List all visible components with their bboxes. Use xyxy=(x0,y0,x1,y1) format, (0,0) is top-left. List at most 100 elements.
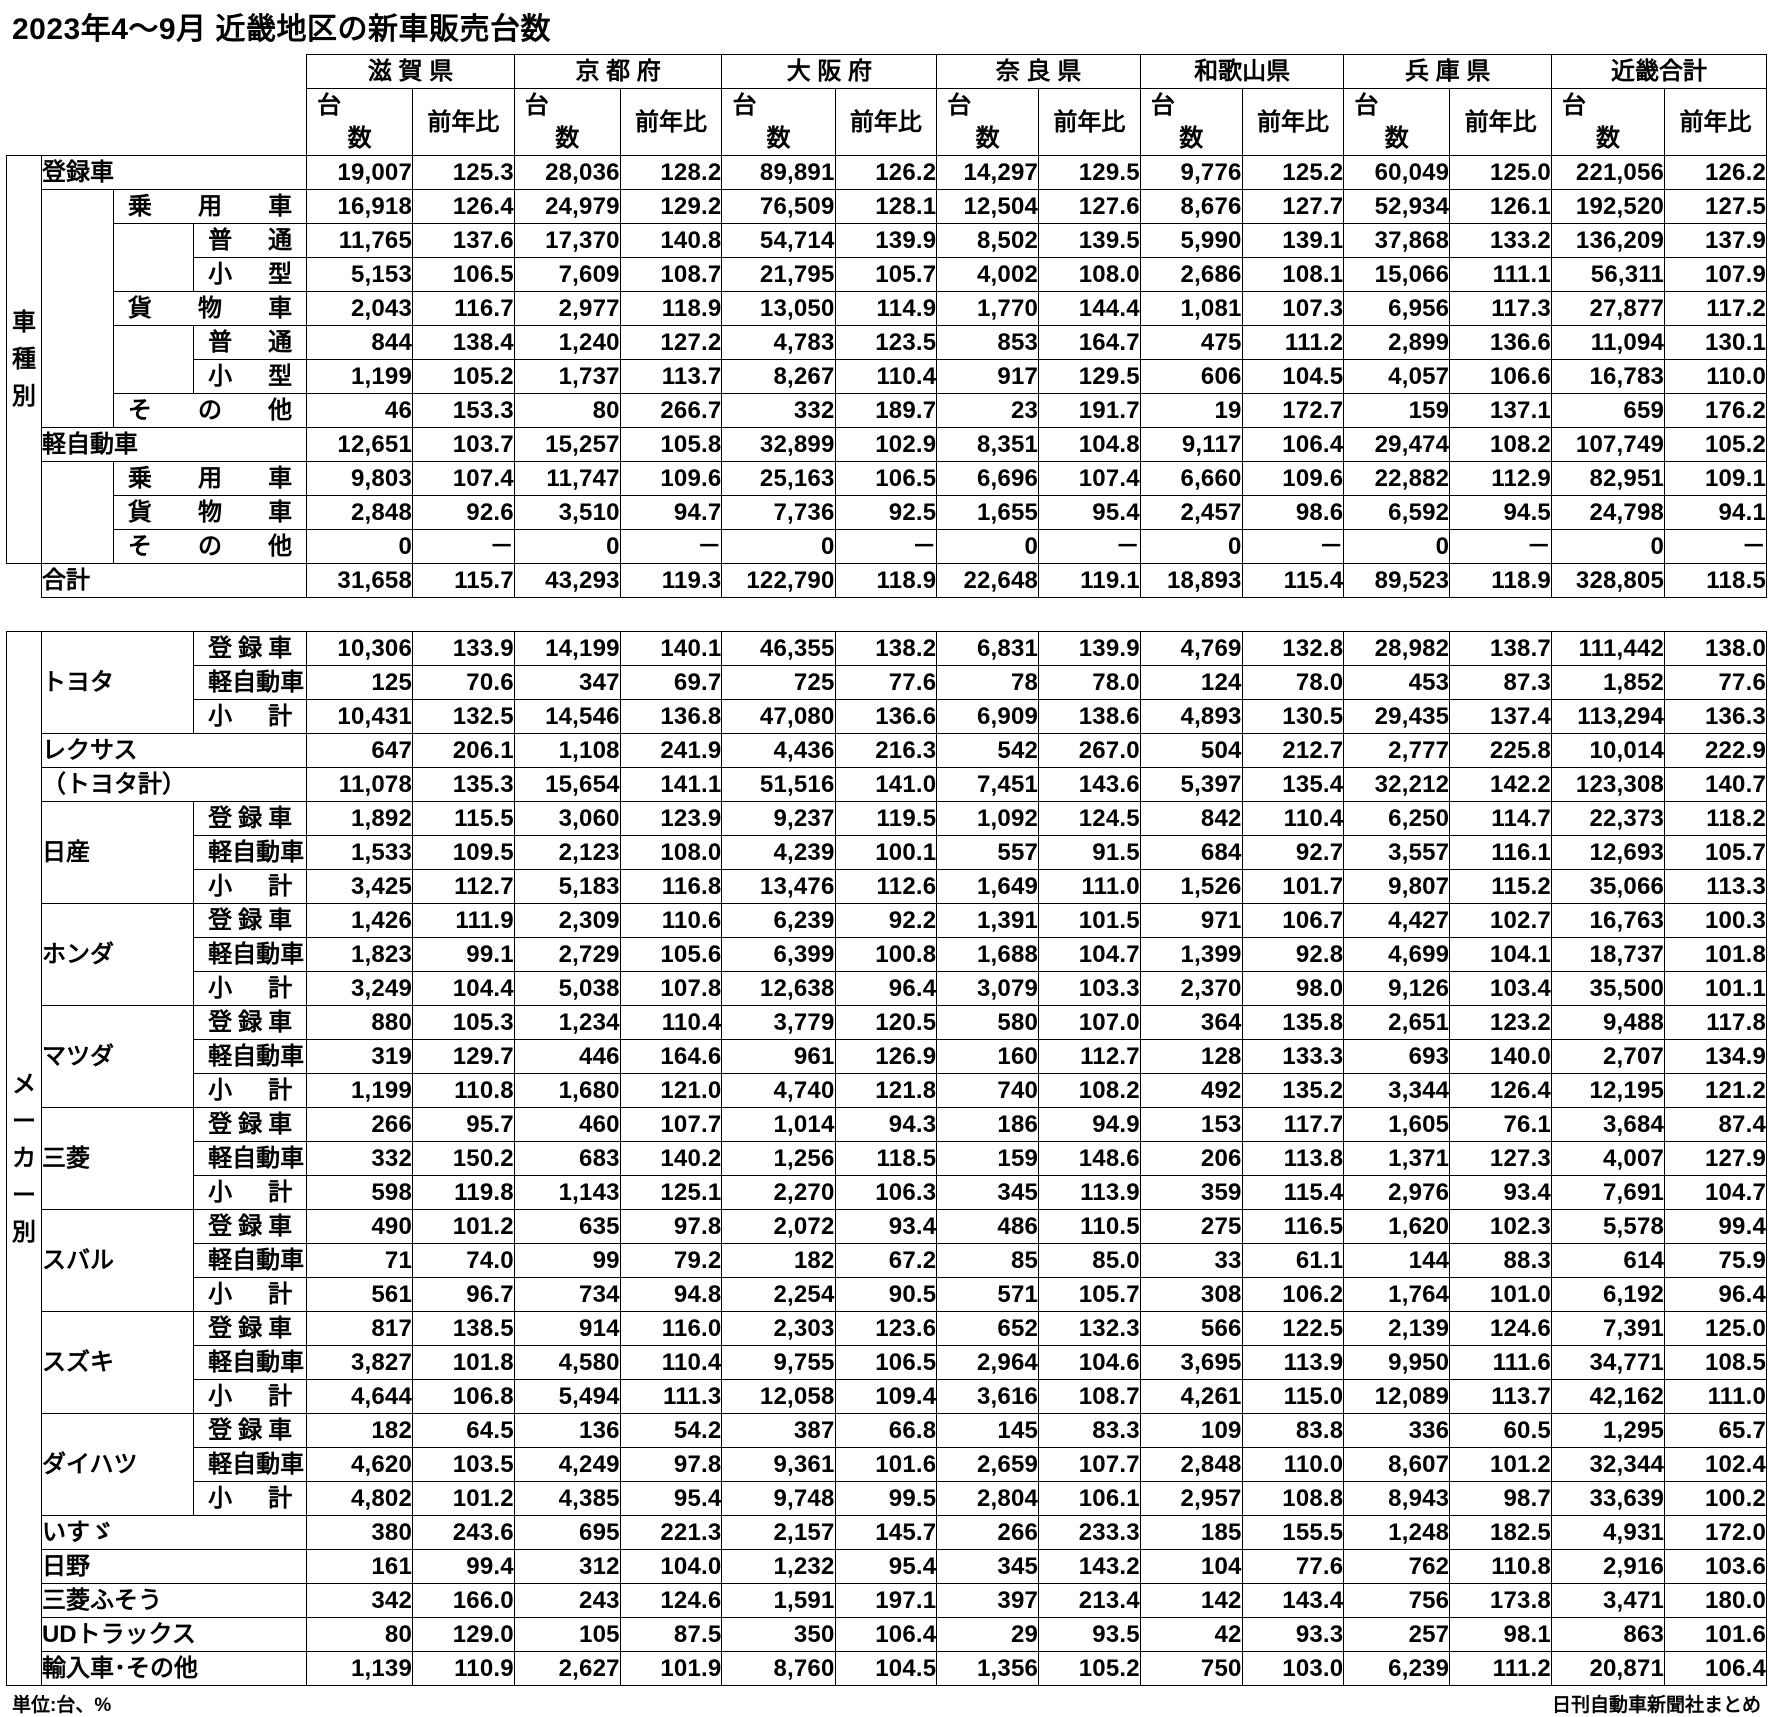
cell-ratio: 133.3 xyxy=(1241,1039,1345,1074)
cell-count: 4,802 xyxy=(306,1481,414,1516)
cell-count: 4,057 xyxy=(1343,359,1451,394)
cell-count: 740 xyxy=(936,1073,1040,1108)
cell-count: 10,306 xyxy=(306,631,414,666)
table-row: その他 0 － 0 － 0 － 0 － 0 － 0 － 0 － xyxy=(7,529,1767,564)
cell-count: 336 xyxy=(1343,1413,1451,1448)
cell-ratio: 101.8 xyxy=(1664,937,1767,972)
cell-ratio: 83.8 xyxy=(1241,1413,1345,1448)
cell-count: 6,909 xyxy=(936,699,1040,734)
cell-ratio: 112.7 xyxy=(1038,1039,1141,1074)
cell-ratio: 216.3 xyxy=(834,733,938,768)
row-label-spacer xyxy=(40,189,114,224)
cell-ratio: 134.9 xyxy=(1664,1039,1767,1074)
cell-count: 308 xyxy=(1139,1277,1243,1312)
table-row: スズキ登録車 817 138.5 914 116.0 2,303 123.6 652 132.3… xyxy=(7,1311,1767,1414)
cell-count: 8,676 xyxy=(1139,189,1243,224)
cell-count: 28,982 xyxy=(1343,631,1451,666)
cell-ratio: 106.2 xyxy=(1241,1277,1345,1312)
cell-count: 2,659 xyxy=(936,1447,1040,1482)
cell-ratio: 143.6 xyxy=(1038,767,1141,802)
maker-name: 三菱 xyxy=(40,1107,195,1210)
cell-count: 1,737 xyxy=(513,359,621,394)
cell-count: 20,871 xyxy=(1550,1651,1666,1686)
cell-ratio: 103.4 xyxy=(1449,971,1552,1006)
cell-count: 182 xyxy=(306,1413,414,1448)
cell-ratio: 144.4 xyxy=(1038,291,1141,326)
cell-ratio: 108.2 xyxy=(1038,1073,1141,1108)
cell-count: 4,620 xyxy=(306,1447,414,1482)
cell-count: 312 xyxy=(513,1549,621,1584)
cell-ratio: 108.7 xyxy=(619,257,723,292)
cell-count: 11,747 xyxy=(513,461,621,496)
cell-ratio: 104.7 xyxy=(1664,1175,1767,1210)
cell-count: 332 xyxy=(721,393,836,428)
cell-ratio: 106.8 xyxy=(412,1379,515,1414)
cell-ratio: 121.0 xyxy=(619,1073,723,1108)
table-row: 軽自動車 125 70.6 347 69.7 725 77.6 78 78.0 124 78.0 45… xyxy=(7,665,1767,700)
row-label-level3: 普通 xyxy=(193,223,308,258)
cell-ratio: 101.5 xyxy=(1038,903,1141,938)
cell-ratio: － xyxy=(619,529,723,564)
cell-count: 11,078 xyxy=(306,767,414,802)
cell-count: 32,212 xyxy=(1343,767,1451,802)
maker-subrow-label: 軽自動車 xyxy=(193,1345,308,1380)
cell-ratio: 136.6 xyxy=(834,699,938,734)
cell-count: 9,488 xyxy=(1550,1005,1666,1040)
row-label-level3: 小型 xyxy=(193,257,308,292)
cell-ratio: 101.6 xyxy=(834,1447,938,1482)
table-row: 小計 3,425 112.7 5,183 116.8 13,476 112.6 1,649 11… xyxy=(7,869,1767,904)
cell-ratio: 110.4 xyxy=(619,1005,723,1040)
cell-ratio: 105.8 xyxy=(619,427,723,462)
cell-count: 161 xyxy=(306,1549,414,1584)
section-gap xyxy=(6,597,1767,632)
cell-count: 12,058 xyxy=(721,1379,836,1414)
cell-count: 89,523 xyxy=(1343,563,1451,598)
cell-count: 1,199 xyxy=(306,1073,414,1108)
cell-ratio: － xyxy=(834,529,938,564)
cell-count: 24,798 xyxy=(1550,495,1666,530)
cell-count: 695 xyxy=(513,1515,621,1550)
row-label-level2: 乗用車 xyxy=(112,189,308,224)
cell-ratio: 212.7 xyxy=(1241,733,1345,768)
cell-ratio: 110.8 xyxy=(412,1073,515,1108)
cell-ratio: 140.7 xyxy=(1664,767,1767,802)
section-gap-cell xyxy=(6,597,1767,632)
row-label-spacer xyxy=(40,393,114,428)
maker-subrow-label: 登録車 xyxy=(193,631,308,666)
cell-ratio: 118.2 xyxy=(1664,801,1767,836)
cell-count: 18,737 xyxy=(1550,937,1666,972)
cell-count: 345 xyxy=(936,1549,1040,1584)
cell-count: 9,950 xyxy=(1343,1345,1451,1380)
table-row: 普通 11,765 137.6 17,370 140.8 54,714 139.9 8,502… xyxy=(7,223,1767,258)
cell-count: 853 xyxy=(936,325,1040,360)
row-label-spacer xyxy=(40,257,114,292)
column-header-ratio: 前年比 xyxy=(619,88,723,156)
cell-count: 12,638 xyxy=(721,971,836,1006)
cell-ratio: 112.6 xyxy=(834,869,938,904)
row-label-total: 合計 xyxy=(40,563,308,598)
cell-ratio: 137.4 xyxy=(1449,699,1552,734)
table-row: 小計 4,644 106.8 5,494 111.3 12,058 109.4 3,616 10… xyxy=(7,1379,1767,1414)
cell-count: 1,295 xyxy=(1550,1413,1666,1448)
table-row: 貨物車 2,848 92.6 3,510 94.7 7,736 92.5 1,655 95.4 2… xyxy=(7,495,1767,530)
cell-count: 1,892 xyxy=(306,801,414,836)
cell-count: 347 xyxy=(513,665,621,700)
maker-name: ホンダ xyxy=(40,903,195,1006)
cell-count: 51,516 xyxy=(721,767,836,802)
cell-count: 6,250 xyxy=(1343,801,1451,836)
table-row: （トヨタ計） 11,078 135.3 15,654 141.1 51,516 141.0 7… xyxy=(7,767,1767,802)
cell-count: 332 xyxy=(306,1141,414,1176)
cell-count: 71 xyxy=(306,1243,414,1278)
cell-ratio: 138.7 xyxy=(1449,631,1552,666)
cell-ratio: 85.0 xyxy=(1038,1243,1141,1278)
cell-count: 2,457 xyxy=(1139,495,1243,530)
cell-count: 113,294 xyxy=(1550,699,1666,734)
cell-ratio: 189.7 xyxy=(834,393,938,428)
table-row: 小計 1,199 110.8 1,680 121.0 4,740 121.8 740 108.2… xyxy=(7,1073,1767,1108)
cell-ratio: 117.3 xyxy=(1449,291,1552,326)
cell-ratio: 100.2 xyxy=(1664,1481,1767,1516)
cell-ratio: 109.1 xyxy=(1664,461,1767,496)
cell-count: 24,979 xyxy=(513,189,621,224)
cell-count: 12,195 xyxy=(1550,1073,1666,1108)
cell-ratio: 99.1 xyxy=(412,937,515,972)
